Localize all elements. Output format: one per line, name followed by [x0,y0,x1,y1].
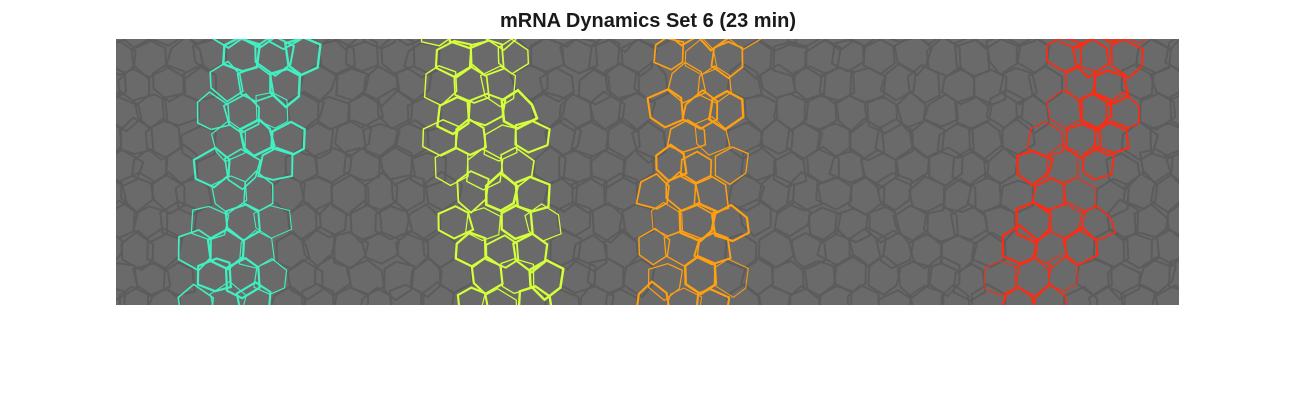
cell-segmentation-overlay [116,39,1179,305]
microscopy-image [116,39,1179,305]
figure-title: mRNA Dynamics Set 6 (23 min) [0,8,1296,34]
